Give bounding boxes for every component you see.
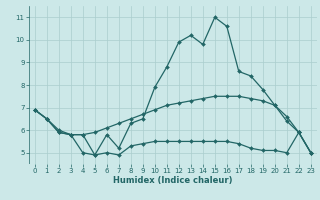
X-axis label: Humidex (Indice chaleur): Humidex (Indice chaleur) <box>113 176 233 185</box>
